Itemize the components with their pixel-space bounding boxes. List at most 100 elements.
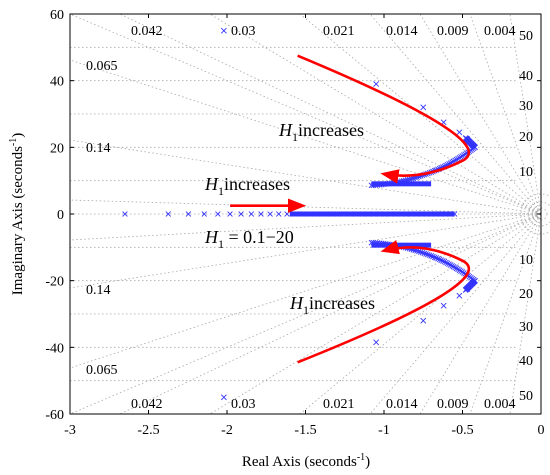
annotation-sub: 1 xyxy=(303,303,309,317)
annotation-text: increases xyxy=(224,174,290,194)
pole-marker-real-axis xyxy=(258,211,264,217)
x-tick-label: -1.5 xyxy=(294,423,316,438)
pole-marker-branch-lower xyxy=(431,254,438,261)
annotation-h1-increases-upper: H1increases xyxy=(278,120,364,144)
pole-marker-real-axis xyxy=(165,211,172,217)
grid-radial-line xyxy=(69,213,542,241)
pole-marker-branch-lower xyxy=(430,253,436,260)
annotation-text: increases xyxy=(298,120,364,140)
pole-marker-real-axis xyxy=(284,211,290,217)
damping-label-bottom-0.014: 0.014 xyxy=(386,397,418,412)
y-axis-title-sup: -1 xyxy=(8,138,19,146)
pole-marker-branch-lower xyxy=(462,287,469,293)
x-tick-label: -2 xyxy=(221,423,233,438)
freq-label-lower-40: 40 xyxy=(519,354,533,369)
pole-cluster-real-axis xyxy=(289,211,455,217)
pole-marker-branch-lower xyxy=(414,248,420,254)
freq-label-upper-30: 30 xyxy=(519,99,533,114)
pole-marker-real-axis xyxy=(185,211,192,217)
pole-marker-lower xyxy=(420,317,427,324)
freq-label-lower-20: 20 xyxy=(519,287,533,302)
damping-label-top-0.004: 0.004 xyxy=(484,24,516,39)
pole-marker-branch-lower xyxy=(436,256,443,263)
pole-marker-branch-lower xyxy=(428,253,435,259)
x-axis-title: Real Axis (seconds-1) xyxy=(242,452,370,470)
damping-label-upper-0.14: 0.14 xyxy=(86,141,111,156)
y-axis-title: Imaginary Axis (seconds-1) xyxy=(8,133,26,295)
arrow-upper xyxy=(297,54,470,184)
pole-marker-branch-lower xyxy=(416,248,422,255)
pole-marker-real-axis xyxy=(248,211,255,217)
x-tick-label: -3 xyxy=(64,423,76,438)
pole-marker-branch-lower xyxy=(447,262,454,268)
grid-radial-line xyxy=(419,213,542,415)
pole-marker-branch-lower xyxy=(417,249,424,255)
freq-label-upper-10: 10 xyxy=(519,165,533,180)
pole-marker-lower xyxy=(440,302,447,309)
pole-marker-real-axis xyxy=(227,211,233,217)
pole-marker-branch-lower xyxy=(423,251,429,257)
y-axis-title-end: ) xyxy=(10,133,26,138)
damping-label-top-0.021: 0.021 xyxy=(323,24,355,39)
pole-marker-branch-lower xyxy=(446,261,452,267)
freq-label-lower-30: 30 xyxy=(519,320,533,335)
grid-radial-line xyxy=(299,213,542,415)
pole-marker-real-axis xyxy=(201,211,207,217)
damping-label-bottom-0.004: 0.004 xyxy=(484,397,516,412)
y-tick-label: -60 xyxy=(45,408,64,423)
damping-label-lower-0.065: 0.065 xyxy=(86,363,118,378)
annotation-var: H xyxy=(289,293,304,313)
freq-label-upper-50: 50 xyxy=(519,29,533,44)
freq-label-upper-20: 20 xyxy=(519,130,533,145)
damping-label-bottom-0.042: 0.042 xyxy=(131,397,163,412)
pole-marker-real-axis xyxy=(276,211,282,217)
y-tick-label: -40 xyxy=(45,341,64,356)
damping-label-bottom-0.03: 0.03 xyxy=(231,397,256,412)
arrow-lower xyxy=(297,240,470,364)
damping-label-top-0.042: 0.042 xyxy=(131,24,163,39)
grid-radial-line xyxy=(69,213,542,289)
grid-radial-line xyxy=(469,213,542,415)
pole-marker-real-axis xyxy=(122,211,128,217)
annotation-sub: 1 xyxy=(292,130,298,144)
grid-radial-line xyxy=(469,13,542,215)
axis-ticks: -3 -2.5 -2 -1.5 -1 -0.5 0 -60 -40 -20 0 20 40 60 xyxy=(45,8,544,438)
pole-markers xyxy=(122,27,478,401)
grid-radial-line xyxy=(69,199,542,215)
annotation-sub: 1 xyxy=(218,184,224,198)
pole-marker-upper xyxy=(220,27,227,34)
pole-marker-real-axis xyxy=(215,211,221,217)
pole-marker-upper xyxy=(420,104,427,111)
pole-marker-branch-lower xyxy=(443,259,449,266)
pole-marker-lower xyxy=(220,394,227,401)
pole-marker-branch-lower xyxy=(438,257,445,264)
annotation-h1-increases-middle: H1increases xyxy=(204,174,290,198)
x-tick-label: -1 xyxy=(378,423,390,438)
annotation-var: H xyxy=(204,227,219,247)
damping-label-top-0.03: 0.03 xyxy=(231,24,256,39)
grid-radial-line xyxy=(69,59,542,215)
pole-marker-branch-lower xyxy=(419,249,426,256)
annotation-var: H xyxy=(278,120,293,140)
y-tick-label: -20 xyxy=(45,275,64,290)
pole-marker-branch-lower xyxy=(424,251,431,258)
pole-marker-lower xyxy=(373,339,380,346)
damping-label-lower-0.14: 0.14 xyxy=(86,283,111,298)
damping-label-top-0.014: 0.014 xyxy=(386,24,418,39)
freq-label-upper-40: 40 xyxy=(519,69,533,84)
pole-marker-real-axis xyxy=(238,211,244,217)
grid-radial-line xyxy=(419,13,542,215)
x-tick-label: 0 xyxy=(538,423,545,438)
pole-marker-branch-lower xyxy=(441,258,448,265)
pole-marker-branch-lower xyxy=(444,260,451,267)
damping-label-bottom-0.009: 0.009 xyxy=(437,397,469,412)
pole-marker-real-axis xyxy=(267,211,273,217)
pole-marker-branch-lower xyxy=(426,252,433,259)
pole-marker-branch-lower xyxy=(421,250,428,257)
pole-cluster-lower xyxy=(371,242,432,248)
annotation-text: increases xyxy=(309,293,375,313)
pole-marker-upper xyxy=(373,81,380,87)
grid-radial-line xyxy=(69,213,542,369)
y-tick-label: 40 xyxy=(50,75,64,90)
